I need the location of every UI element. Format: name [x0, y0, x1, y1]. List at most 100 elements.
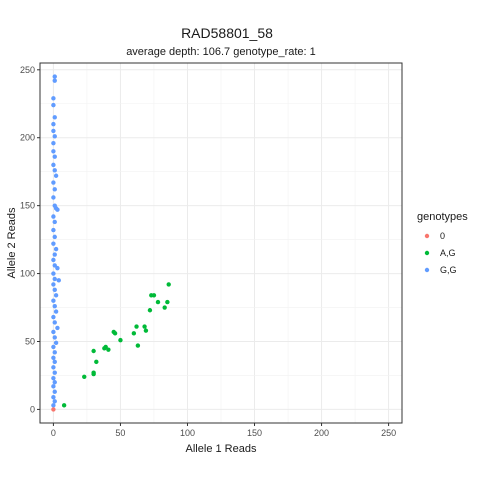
data-point	[51, 149, 56, 154]
data-point	[51, 403, 56, 408]
y-axis-ticks: 0 50 100 150 200 250	[20, 65, 40, 414]
data-point	[51, 257, 56, 263]
data-points	[51, 74, 171, 412]
data-point	[131, 331, 137, 336]
data-point	[94, 359, 99, 365]
data-point	[53, 309, 59, 314]
data-point	[52, 335, 57, 340]
data-point	[53, 173, 59, 178]
data-point	[52, 276, 57, 282]
data-point	[51, 102, 56, 108]
data-point	[61, 403, 67, 408]
data-point	[53, 340, 59, 346]
data-point	[51, 282, 56, 287]
grid-lines	[40, 63, 402, 423]
data-point	[142, 324, 147, 329]
data-point	[52, 263, 57, 268]
data-point	[162, 305, 167, 310]
data-point	[52, 303, 57, 309]
data-point	[52, 219, 57, 225]
legend-label: A,G	[440, 248, 456, 258]
legend-label: G,G	[440, 265, 457, 275]
legend-key	[424, 233, 430, 239]
data-point	[51, 384, 56, 389]
data-point	[155, 299, 161, 305]
data-point	[51, 195, 56, 200]
y-tick-label: 200	[20, 133, 35, 143]
plot-border	[39, 62, 403, 424]
data-point	[51, 329, 56, 335]
data-point	[147, 308, 153, 313]
x-tick-label: 0	[51, 428, 56, 438]
data-point	[51, 314, 56, 320]
data-point	[91, 348, 96, 354]
data-point	[52, 287, 57, 293]
data-point	[51, 128, 56, 134]
y-tick-label: 50	[25, 336, 35, 346]
data-point	[82, 374, 87, 380]
data-point	[53, 246, 59, 252]
legend-label: 0	[440, 231, 445, 241]
data-point	[118, 337, 123, 343]
data-point	[51, 96, 56, 101]
data-point	[51, 140, 56, 146]
data-point	[51, 214, 56, 219]
data-point	[56, 278, 61, 283]
legend: genotypes 0 A,G G,G	[417, 211, 468, 275]
data-point	[52, 350, 57, 355]
x-axis-ticks: 0 50 100 150 200 250	[51, 423, 396, 438]
data-point	[52, 389, 57, 394]
x-tick-label: 250	[381, 428, 396, 438]
data-point	[51, 121, 56, 127]
data-point	[51, 355, 56, 360]
data-point	[52, 359, 57, 365]
data-point	[51, 227, 56, 233]
y-tick-label: 100	[20, 269, 35, 279]
data-point	[52, 380, 57, 385]
legend-key	[424, 250, 430, 256]
data-point	[53, 293, 59, 298]
data-point	[103, 344, 108, 350]
data-point	[51, 241, 56, 246]
x-tick-label: 200	[314, 428, 329, 438]
data-point	[51, 394, 56, 400]
chart-title: RAD58801_58	[181, 25, 273, 41]
data-point	[151, 293, 157, 298]
data-point	[55, 265, 60, 271]
data-point	[51, 375, 56, 381]
data-point	[52, 252, 57, 257]
data-point	[52, 168, 57, 173]
data-point	[52, 370, 57, 375]
data-point	[143, 328, 149, 333]
chart-subtitle: average depth: 106.7 genotype_rate: 1	[126, 46, 316, 58]
data-point	[52, 78, 57, 83]
data-point	[51, 298, 56, 303]
data-point	[112, 331, 118, 336]
y-tick-label: 150	[20, 201, 35, 211]
data-point	[51, 407, 56, 412]
data-point	[52, 115, 57, 120]
y-tick-label: 0	[30, 404, 35, 414]
data-point	[51, 180, 56, 185]
y-tick-label: 250	[20, 65, 35, 75]
legend-key	[424, 267, 430, 273]
x-tick-label: 50	[115, 428, 125, 438]
data-point	[134, 324, 139, 329]
y-axis-label: Allele 2 Reads	[6, 207, 18, 278]
data-point	[51, 162, 56, 168]
data-point	[51, 271, 56, 276]
data-point	[52, 187, 57, 192]
data-point	[135, 343, 141, 348]
data-point	[52, 234, 57, 240]
data-point	[52, 399, 57, 404]
data-point	[51, 365, 56, 370]
data-point	[55, 325, 60, 331]
x-tick-label: 150	[247, 428, 262, 438]
data-point	[51, 344, 56, 350]
data-point	[52, 154, 57, 159]
data-point	[106, 347, 111, 352]
data-point	[52, 74, 57, 79]
data-point	[165, 299, 170, 305]
data-point	[55, 207, 60, 212]
